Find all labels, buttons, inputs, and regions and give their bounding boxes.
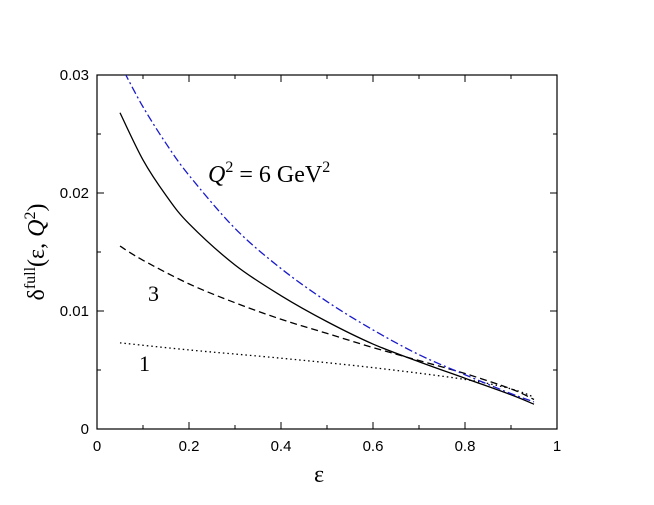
series-line-dashed [119,245,535,401]
series-line-solid [119,112,535,405]
y-axis-label: δfull(ε, Q2) [22,204,50,301]
y-tick-label: 0.01 [60,303,89,320]
curve-label-1: 1 [139,351,150,376]
x-tick-label: 0 [93,438,101,455]
series-line-dotted [119,342,535,398]
x-tick-label: 0.2 [179,438,200,455]
x-tick-label: 0.6 [363,438,384,455]
y-tick-label: 0.02 [60,185,89,202]
x-tick-label: 0.8 [455,438,476,455]
plot-frame [96,74,558,430]
curve-label-3: 3 [148,281,159,306]
series-line-dashdot [125,75,535,403]
x-tick-label: 1 [553,438,561,455]
x-axis-label: ε [314,462,324,488]
q2-annotation: Q2 = 6 GeV2 [208,159,330,188]
y-tick-label: 0 [81,421,89,438]
x-tick-label: 0.4 [271,438,292,455]
series-lines [119,75,535,405]
axis-ticks [96,74,558,430]
tick-labels: 0 0.2 0.4 0.6 0.8 1 0 0.01 0.02 0.03 [60,67,561,455]
y-tick-label: 0.03 [60,67,89,84]
